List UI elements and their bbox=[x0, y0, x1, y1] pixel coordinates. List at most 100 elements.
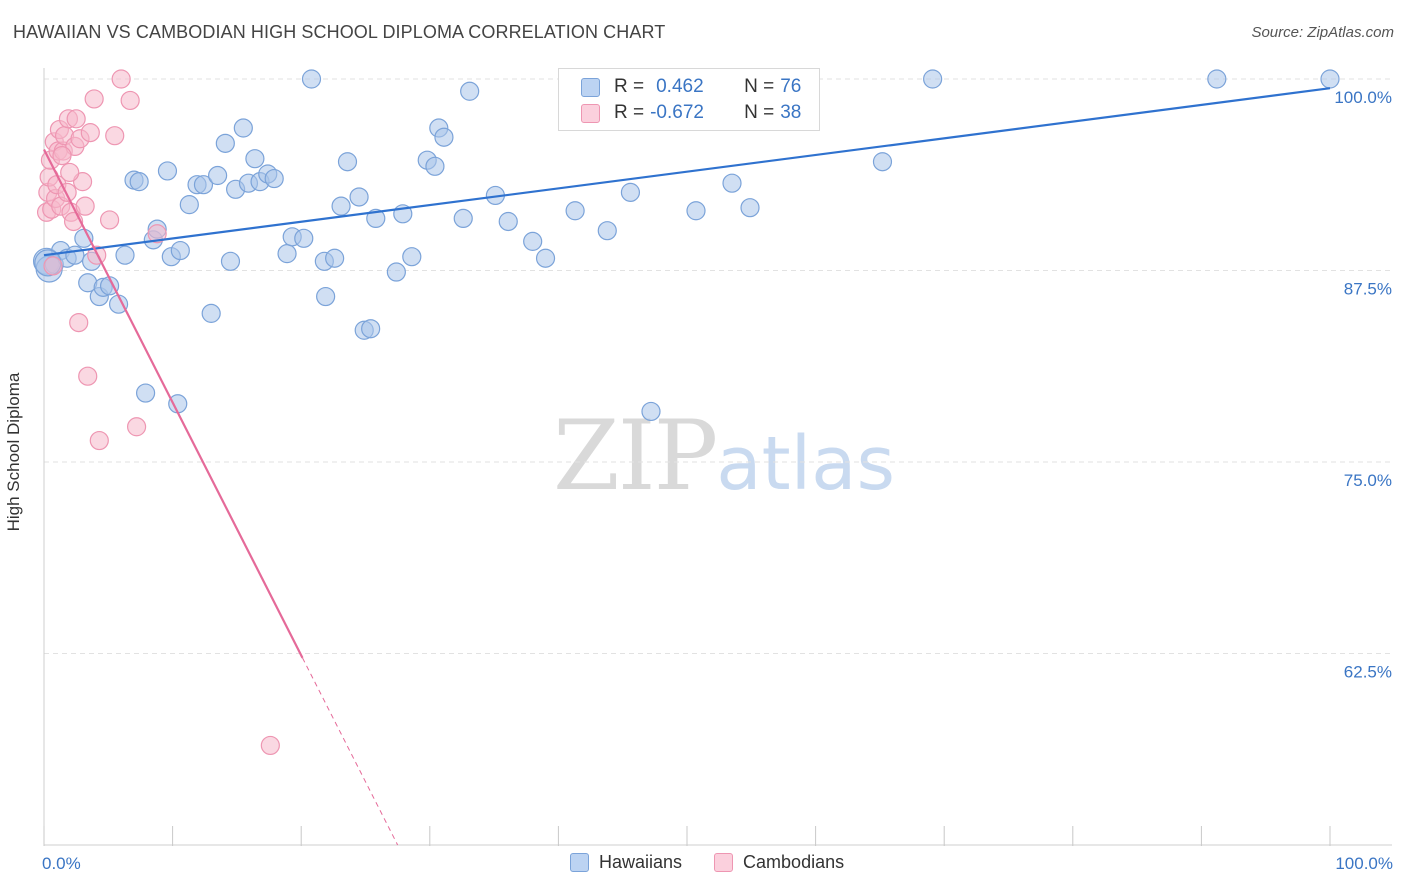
cambodian-point bbox=[75, 196, 95, 216]
legend-r-label: R = bbox=[614, 76, 645, 97]
x-tick-label: 0.0% bbox=[42, 854, 81, 873]
hawaiian-point bbox=[923, 69, 943, 89]
legend-n-label: N = bbox=[744, 76, 775, 97]
correlation-legend: R = 0.462 N = 76 R = -0.672 N = 38 bbox=[558, 68, 820, 131]
legend-cambodians-label: Cambodians bbox=[743, 852, 845, 872]
hawaiian-point bbox=[523, 231, 543, 251]
grid-lines bbox=[44, 78, 1392, 654]
hawaiian-point bbox=[565, 201, 585, 221]
hawaiian-point bbox=[722, 173, 742, 193]
cambodian-point bbox=[80, 123, 100, 143]
cambodian-point bbox=[52, 146, 72, 166]
legend-swatch-pink bbox=[714, 853, 734, 872]
cambodian-trend-extension bbox=[302, 657, 399, 846]
hawaiian-point bbox=[740, 198, 760, 218]
hawaiian-point bbox=[208, 165, 228, 186]
legend-row-hawaiians: R = 0.462 N = 76 bbox=[581, 74, 801, 100]
legend-row-cambodians: R = -0.672 N = 38 bbox=[581, 100, 801, 126]
hawaiian-point bbox=[325, 248, 345, 268]
hawaiian-point bbox=[386, 262, 406, 282]
hawaiian-point bbox=[337, 152, 358, 172]
legend-swatch-blue bbox=[581, 77, 600, 97]
hawaiian-point bbox=[220, 251, 241, 271]
legend-cambodian-n: 38 bbox=[780, 102, 802, 123]
hawaiian-point bbox=[535, 248, 556, 268]
cambodian-point bbox=[105, 126, 125, 146]
hawaiian-point bbox=[316, 286, 336, 307]
legend-hawaiians-label: Hawaiians bbox=[599, 852, 683, 872]
hawaiian-point bbox=[264, 168, 284, 189]
hawaiian-point bbox=[686, 201, 706, 221]
cambodian-point bbox=[147, 224, 167, 244]
hawaiian-point bbox=[349, 187, 369, 207]
legend-swatch-pink bbox=[581, 103, 600, 123]
hawaiian-point bbox=[170, 240, 190, 261]
cambodian-point bbox=[99, 210, 120, 230]
y-tick-label: 62.5% bbox=[1344, 663, 1392, 682]
legend-n-label: N = bbox=[744, 102, 775, 123]
watermark-zip: ZIP bbox=[553, 400, 718, 512]
hawaiian-point bbox=[498, 211, 518, 232]
y-tick-label: 100.0% bbox=[1334, 88, 1392, 107]
hawaiian-point bbox=[294, 228, 314, 248]
hawaiian-point bbox=[361, 319, 381, 339]
legend-r-label: R = bbox=[614, 102, 645, 123]
hawaiian-point bbox=[233, 118, 253, 138]
hawaiian-point bbox=[245, 149, 265, 169]
cambodian-point bbox=[89, 430, 109, 451]
hawaiian-point bbox=[277, 244, 297, 264]
x-tick-label: 100.0% bbox=[1335, 854, 1393, 873]
hawaiian-point bbox=[872, 152, 893, 172]
hawaiian-point bbox=[1207, 69, 1227, 89]
cambodian-point bbox=[84, 89, 104, 109]
hawaiian-point bbox=[115, 245, 135, 265]
hawaiian-point bbox=[193, 175, 214, 195]
hawaiian-point bbox=[157, 161, 178, 181]
cambodian-point bbox=[69, 312, 89, 333]
hawaiian-point bbox=[402, 247, 422, 267]
cambodian-point bbox=[57, 182, 77, 202]
y-tick-label: 87.5% bbox=[1344, 280, 1392, 299]
watermark-atlas: atlas bbox=[716, 421, 896, 507]
hawaiian-point bbox=[201, 303, 221, 323]
hawaiian-point bbox=[425, 156, 445, 176]
legend-hawaiian-r: 0.462 bbox=[656, 76, 704, 97]
y-tick-label: 75.0% bbox=[1344, 471, 1392, 490]
hawaiian-point bbox=[129, 172, 149, 192]
hawaiian-point bbox=[215, 133, 235, 153]
hawaiian-point bbox=[179, 195, 199, 215]
hawaiian-point bbox=[453, 208, 473, 229]
cambodian-point bbox=[78, 366, 98, 386]
legend-cambodian-r: -0.672 bbox=[650, 102, 704, 123]
cambodian-trend-line bbox=[43, 148, 304, 659]
legend-item-cambodians[interactable]: Cambodians bbox=[714, 852, 844, 873]
hawaiian-point bbox=[1320, 69, 1340, 89]
hawaiian-point bbox=[65, 245, 85, 265]
source-label[interactable]: Source: ZipAtlas.com bbox=[1251, 24, 1394, 41]
hawaiian-trend-line bbox=[43, 87, 1331, 257]
legend-item-hawaiians[interactable]: Hawaiians bbox=[570, 852, 682, 873]
trend-lines bbox=[43, 87, 1331, 846]
chart-title: HAWAIIAN VS CAMBODIAN HIGH SCHOOL DIPLOM… bbox=[13, 22, 666, 42]
legend-swatch-blue bbox=[570, 853, 589, 872]
cambodian-point bbox=[126, 417, 147, 437]
cambodian-points bbox=[36, 69, 280, 756]
hawaiian-point bbox=[366, 208, 386, 229]
cambodian-point bbox=[43, 256, 63, 276]
cambodian-point bbox=[60, 162, 80, 183]
hawaiian-point bbox=[460, 81, 480, 101]
cambodian-point bbox=[111, 69, 131, 89]
hawaiian-point bbox=[620, 182, 641, 202]
hawaiian-point bbox=[301, 69, 322, 89]
series-legend: Hawaiians Cambodians bbox=[570, 852, 876, 873]
hawaiian-points bbox=[32, 69, 1340, 422]
legend-hawaiian-n: 76 bbox=[780, 76, 802, 97]
cambodian-point bbox=[260, 735, 280, 756]
hawaiian-point bbox=[434, 127, 454, 147]
cambodian-point bbox=[120, 90, 140, 111]
hawaiian-point bbox=[331, 196, 351, 216]
watermark: ZIPatlas bbox=[553, 400, 895, 512]
tick-labels: 100.0% 87.5% 75.0% 62.5% 0.0% 100.0% bbox=[42, 88, 1393, 873]
hawaiian-point bbox=[135, 383, 156, 403]
